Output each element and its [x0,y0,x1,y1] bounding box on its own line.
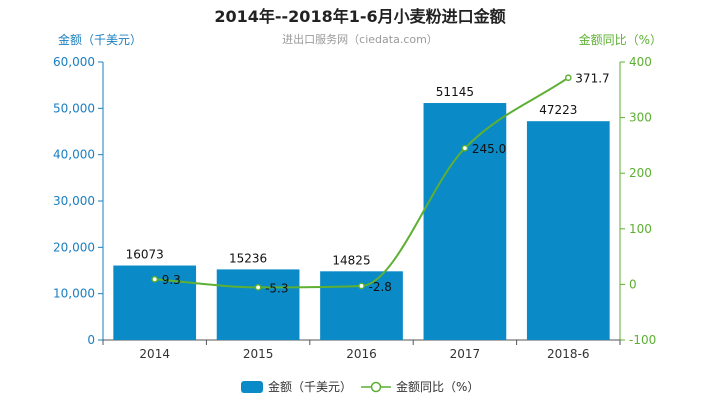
x-tick-label: 2018-6 [547,347,590,361]
right-tick-label: 100 [629,222,652,236]
line-series-path [154,76,569,289]
x-tick-label: 2014 [139,347,170,361]
x-tick-label: 2017 [450,347,481,361]
left-tick-label: 40,000 [53,148,95,162]
line-value-label: 371.7 [575,72,609,86]
bar [526,121,610,340]
line-point [254,284,262,291]
line-series: 9.3 -5.3 -2.8 245.0 371.7 [151,72,610,295]
line-point [461,144,469,152]
right-axis-label: 金额同比（%） [579,32,662,47]
left-axis-label: 金额（千美元） [58,32,142,47]
bar-value-label: 47223 [539,103,577,117]
left-tick-label: 20,000 [53,240,95,254]
left-tick-label: 10,000 [53,287,95,301]
line-point [151,275,158,283]
line-value-label: -2.8 [369,280,392,294]
chart-subtitle: 进出口服务网（ciedata.com） [282,32,438,46]
legend-line-label: 金额同比（%） [396,379,479,394]
bar [216,269,300,340]
chart-title: 2014年--2018年1-6月小麦粉进口金额 [214,7,505,26]
x-tick-label: 2016 [346,347,377,361]
line-point [358,282,365,290]
bar-value-label: 51145 [436,85,474,99]
bar-value-label: 14825 [332,253,370,267]
legend-bar-swatch [241,381,263,393]
bar-value-label: 16073 [126,248,164,262]
bar-value-label: 15236 [229,251,267,265]
line-value-label: 245.0 [472,142,506,156]
right-tick-label: -100 [629,333,656,347]
bar-series: 16073 15236 14825 51145 47223 [113,85,610,340]
legend-line-marker [370,381,382,393]
left-tick-label: 50,000 [53,101,95,115]
legend: 金额（千美元） 金额同比（%） [241,379,479,394]
line-point [565,74,572,82]
left-tick-label: 30,000 [53,194,95,208]
axes: 0 10,000 20,000 30,000 40,000 50,000 60,000 -10… [53,55,656,361]
line-value-label: 9.3 [162,273,181,287]
right-tick-label: 0 [629,277,637,291]
right-tick-label: 300 [629,111,652,125]
right-tick-label: 400 [629,55,652,69]
legend-bar-label: 金额（千美元） [268,379,352,394]
left-tick-label: 0 [87,333,95,347]
left-tick-label: 60,000 [53,55,95,69]
line-value-label: -5.3 [265,281,288,295]
bar [423,103,507,340]
right-tick-label: 200 [629,166,652,180]
x-tick-label: 2015 [243,347,274,361]
